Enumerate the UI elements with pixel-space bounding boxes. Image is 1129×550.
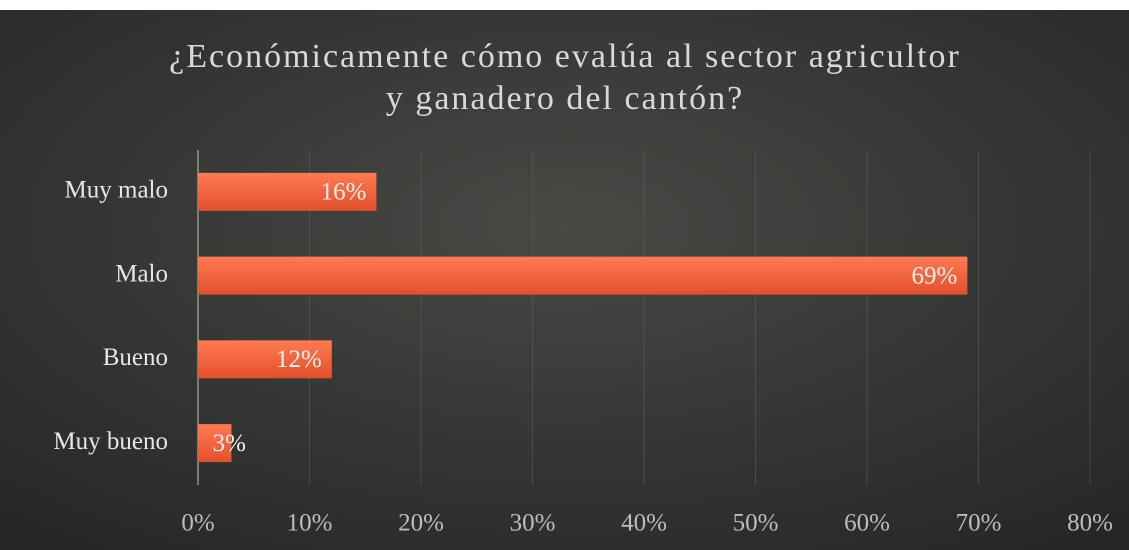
x-tick-label: 70% — [956, 510, 1002, 537]
x-tick-label: 20% — [398, 510, 444, 537]
value-label: 69% — [912, 262, 958, 289]
x-tick-label: 80% — [1067, 510, 1113, 537]
y-tick-label: Malo — [115, 260, 168, 287]
y-tick-label: Muy bueno — [53, 428, 168, 455]
x-tick-label: 60% — [844, 510, 890, 537]
value-label: 12% — [276, 346, 322, 373]
x-tick-label: 50% — [733, 510, 779, 537]
y-tick-label: Muy malo — [65, 177, 168, 204]
bar — [198, 172, 377, 211]
bar — [198, 256, 968, 295]
x-tick-label: 30% — [510, 510, 556, 537]
bar — [198, 340, 332, 379]
chart-area: 0% 10% 20% 30% 40% 50% 60% 70% 80% Muy malo 16% Mal… — [0, 10, 1129, 550]
value-label: 16% — [321, 179, 367, 206]
x-tick-label: 40% — [621, 510, 667, 537]
value-label: 3% — [213, 430, 246, 457]
bar — [198, 424, 232, 463]
x-tick-label: 10% — [287, 510, 333, 537]
chart: 0% 10% 20% 30% 40% 50% 60% 70% 80% Muy malo 16% Mal… — [0, 10, 1129, 550]
y-tick-label: Bueno — [103, 344, 168, 371]
x-tick-label: 0% — [181, 510, 214, 537]
chart-title: ¿Económicamente cómo evalúa al sector ag… — [169, 38, 961, 117]
